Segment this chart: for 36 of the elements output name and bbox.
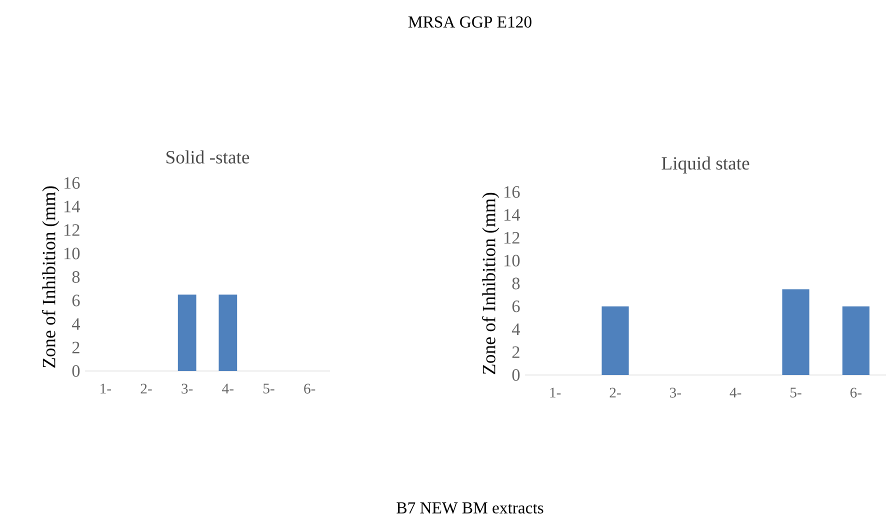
y-tick-label: 4 (512, 324, 520, 335)
x-tick-label: 1- (100, 384, 111, 394)
text: B7 NEW BM extracts (396, 502, 544, 514)
y-axis-title: Zone of Inhibition (mm) (42, 186, 60, 368)
x-tick-label: 5- (790, 388, 802, 398)
y-tick-label: 0 (72, 365, 80, 377)
y-tick-label: 12 (64, 224, 80, 236)
y-tick-label: 8 (512, 278, 520, 290)
y-tick-label: 6 (512, 300, 520, 312)
x-tick-label: 6- (304, 384, 316, 394)
x-tick-label: 6- (850, 388, 862, 398)
y-tick-label: 8 (72, 271, 80, 283)
x-tick-label: 4- (222, 384, 234, 394)
y-tick-label: 2 (512, 346, 520, 358)
y-tick-label: 14 (504, 209, 520, 221)
x-tick-label: 3- (670, 388, 681, 398)
y-tick-label: 16 (504, 186, 520, 198)
y-tick-label: 14 (64, 200, 80, 212)
text: MRSA GGP E120 (408, 16, 532, 28)
x-tick-label: 2- (610, 388, 621, 398)
y-tick-label: 10 (64, 248, 80, 260)
x-tick-label: 5- (264, 384, 274, 394)
chart-title: Solid -state (166, 150, 250, 164)
y-axis-title: Zone of Inhibition (mm) (482, 192, 500, 374)
y-tick-label: 10 (504, 254, 520, 266)
y-tick-label: 2 (72, 342, 80, 354)
x-tick-label: 1- (550, 388, 561, 398)
y-tick-label: 6 (72, 294, 80, 306)
y-tick-label: 4 (72, 318, 80, 330)
x-tick-label: 4- (730, 388, 742, 398)
x-tick-label: 2- (140, 384, 152, 394)
y-tick-label: 12 (504, 232, 520, 244)
chart-title: Liquid state (662, 156, 750, 174)
y-tick-label: 0 (512, 369, 520, 381)
y-tick-label: 16 (64, 177, 80, 189)
x-tick-label: 3- (182, 384, 193, 394)
